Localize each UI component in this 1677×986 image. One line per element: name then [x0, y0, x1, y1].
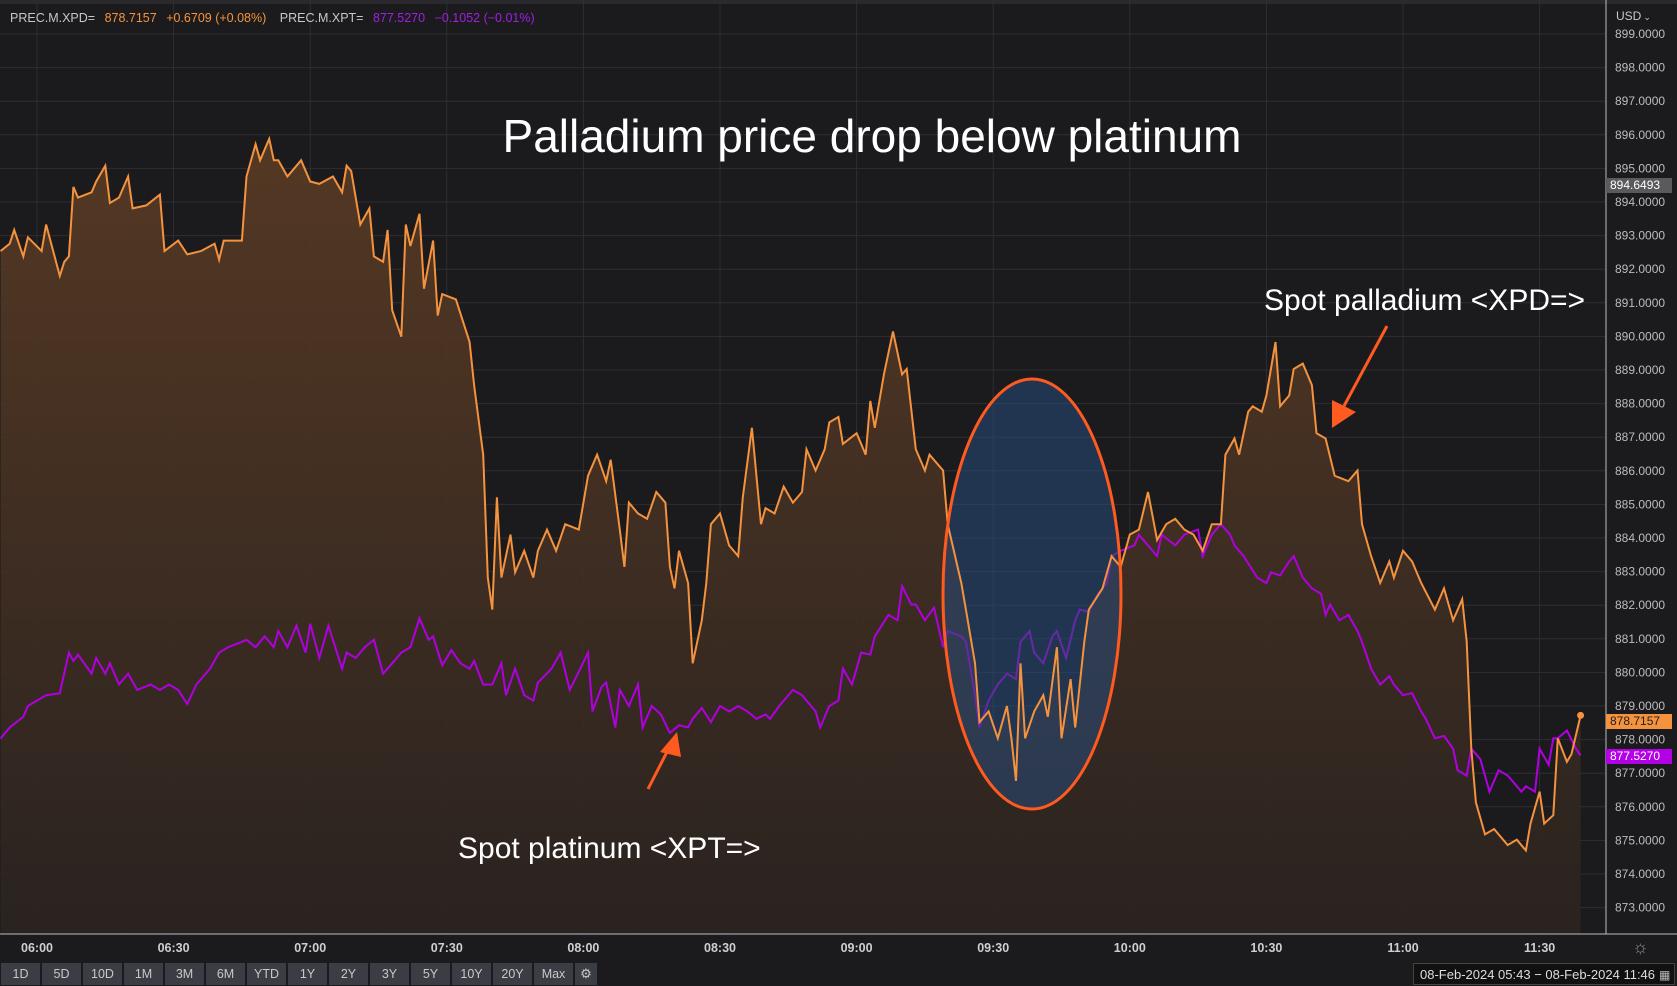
- legend-xpd-value: 878.7157: [104, 11, 157, 25]
- x-tick-label: 08:30: [704, 941, 736, 955]
- period-selector: 1D 5D 10D 1M 3M 6M YTD 1Y 2Y 3Y 5Y 10Y 20Y Max ⚙: [1, 963, 597, 985]
- period-button-10d[interactable]: 10D: [83, 963, 122, 985]
- x-tick-label: 08:00: [567, 941, 599, 955]
- y-tick-label: 896.0000: [1615, 128, 1665, 142]
- x-axis[interactable]: 06:00 06:30 07:00 07:30 08:00 08:30 09:00 09:30…: [21, 941, 1555, 955]
- high-price-tag: 894.6493: [1606, 178, 1672, 193]
- period-button-1d[interactable]: 1D: [1, 963, 40, 985]
- x-tick-label: 09:30: [977, 941, 1009, 955]
- y-tick-label: 893.0000: [1615, 229, 1665, 243]
- y-tick-label: 897.0000: [1615, 94, 1665, 108]
- annotation-title: Palladium price drop below platinum: [503, 110, 1242, 162]
- x-tick-label: 11:00: [1387, 941, 1418, 955]
- x-tick-label: 06:00: [21, 941, 53, 955]
- y-tick-label: 874.0000: [1615, 867, 1665, 881]
- period-button-3m[interactable]: 3M: [165, 963, 204, 985]
- y-tick-label: 879.0000: [1615, 699, 1665, 713]
- top-strip: [0, 0, 1677, 4]
- y-tick-label: 894.0000: [1615, 195, 1665, 209]
- chevron-down-icon: ⌄: [1643, 12, 1651, 22]
- period-button-1m[interactable]: 1M: [124, 963, 163, 985]
- legend-xpd-change: +0.6709 (+0.08%): [166, 11, 267, 25]
- arrow-to-xpd: [1332, 325, 1389, 428]
- xpd-last-price-tag: 878.7157: [1606, 714, 1672, 729]
- legend: PREC.M.XPD= 878.7157 +0.6709 (+0.08%) PR…: [10, 11, 541, 25]
- x-tick-label: 10:30: [1250, 941, 1282, 955]
- y-tick-label: 876.0000: [1615, 800, 1665, 814]
- y-tick-label: 887.0000: [1615, 430, 1665, 444]
- y-tick-label: 892.0000: [1615, 262, 1665, 276]
- x-tick-label: 07:00: [294, 941, 326, 955]
- y-tick-label: 895.0000: [1615, 161, 1665, 175]
- period-button-5d[interactable]: 5D: [42, 963, 81, 985]
- y-tick-label: 875.0000: [1615, 833, 1665, 847]
- sun-settings-icon[interactable]: ☼: [1632, 937, 1649, 957]
- x-tick-label: 06:30: [158, 941, 190, 955]
- period-button-6m[interactable]: 6M: [206, 963, 245, 985]
- legend-xpd-name: PREC.M.XPD=: [10, 11, 96, 25]
- date-range-text: 08-Feb-2024 05:43 − 08-Feb-2024 11:46: [1420, 967, 1656, 982]
- y-tick-label: 884.0000: [1615, 531, 1665, 545]
- currency-dropdown[interactable]: USD ⌄: [1616, 9, 1651, 23]
- x-tick-label: 10:00: [1114, 941, 1146, 955]
- y-tick-label: 888.0000: [1615, 397, 1665, 411]
- y-tick-label: 873.0000: [1615, 901, 1665, 915]
- period-button-max[interactable]: Max: [534, 963, 573, 985]
- y-tick-label: 899.0000: [1615, 27, 1665, 41]
- calendar-icon: ▦: [1659, 968, 1671, 982]
- legend-xpt-value: 877.5270: [372, 11, 426, 25]
- xpd-series-line[interactable]: [0, 135, 1582, 853]
- period-button-20y[interactable]: 20Y: [493, 963, 532, 985]
- y-tick-label: 882.0000: [1615, 598, 1665, 612]
- period-button-2y[interactable]: 2Y: [329, 963, 368, 985]
- y-tick-label: 883.0000: [1615, 565, 1665, 579]
- highlight-ellipse: [943, 379, 1121, 809]
- x-tick-label: 07:30: [431, 941, 463, 955]
- xpt-series-line[interactable]: [0, 522, 1582, 795]
- y-tick-label: 886.0000: [1615, 464, 1665, 478]
- xpt-last-price-tag: 877.5270: [1606, 749, 1672, 764]
- y-tick-label: 881.0000: [1615, 632, 1665, 646]
- x-tick-label: 09:00: [841, 941, 873, 955]
- date-range-picker[interactable]: 08-Feb-2024 05:43 − 08-Feb-2024 11:46 ▦: [1413, 963, 1675, 985]
- annotation-xpt-label: Spot platinum <XPT=>: [458, 832, 761, 865]
- gear-icon[interactable]: ⚙: [575, 963, 597, 985]
- period-button-10y[interactable]: 10Y: [452, 963, 491, 985]
- period-button-ytd[interactable]: YTD: [247, 963, 286, 985]
- y-axis[interactable]: 899.0000 898.0000 897.0000 896.0000 895.0000…: [1615, 27, 1665, 915]
- y-tick-label: 885.0000: [1615, 497, 1665, 511]
- y-tick-label: 880.0000: [1615, 665, 1665, 679]
- y-tick-label: 891.0000: [1615, 296, 1665, 310]
- xpd-area-fill: [0, 138, 1581, 935]
- y-tick-label: 890.0000: [1615, 329, 1665, 343]
- annotation-xpd-label: Spot palladium <XPD=>: [1264, 284, 1585, 317]
- legend-xpt-name: PREC.M.XPT=: [279, 11, 364, 25]
- y-tick-label: 898.0000: [1615, 61, 1665, 75]
- xpd-last-point: [1577, 711, 1585, 719]
- y-tick-label: 877.0000: [1615, 766, 1665, 780]
- y-tick-label: 878.0000: [1615, 733, 1665, 747]
- period-button-1y[interactable]: 1Y: [288, 963, 327, 985]
- arrow-to-xpt: [646, 732, 681, 790]
- period-button-5y[interactable]: 5Y: [411, 963, 450, 985]
- x-tick-label: 11:30: [1524, 941, 1555, 955]
- currency-label: USD: [1616, 9, 1642, 23]
- legend-xpt-change: −0.1052 (−0.01%): [434, 11, 535, 25]
- y-tick-label: 889.0000: [1615, 363, 1665, 377]
- period-button-3y[interactable]: 3Y: [370, 963, 409, 985]
- highlight-ellipse-outline: [941, 377, 1123, 811]
